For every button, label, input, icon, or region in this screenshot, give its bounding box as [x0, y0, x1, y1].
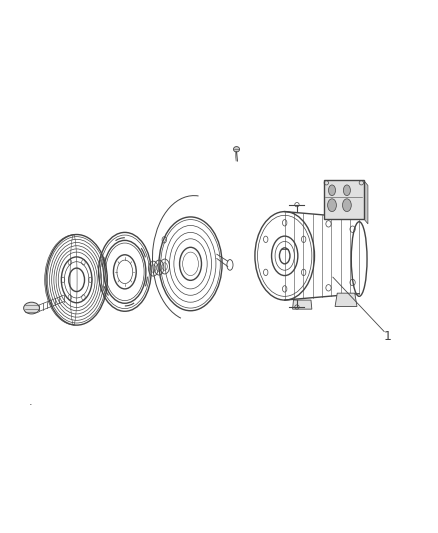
- Polygon shape: [335, 293, 357, 306]
- Text: ·: ·: [29, 400, 32, 410]
- Polygon shape: [293, 300, 312, 309]
- Ellipse shape: [328, 185, 336, 196]
- Bar: [324, 180, 364, 219]
- Polygon shape: [364, 180, 368, 224]
- Ellipse shape: [328, 199, 336, 212]
- Text: 1: 1: [384, 330, 392, 343]
- Ellipse shape: [343, 185, 350, 196]
- Ellipse shape: [233, 147, 240, 152]
- Ellipse shape: [343, 199, 351, 212]
- Ellipse shape: [24, 302, 39, 314]
